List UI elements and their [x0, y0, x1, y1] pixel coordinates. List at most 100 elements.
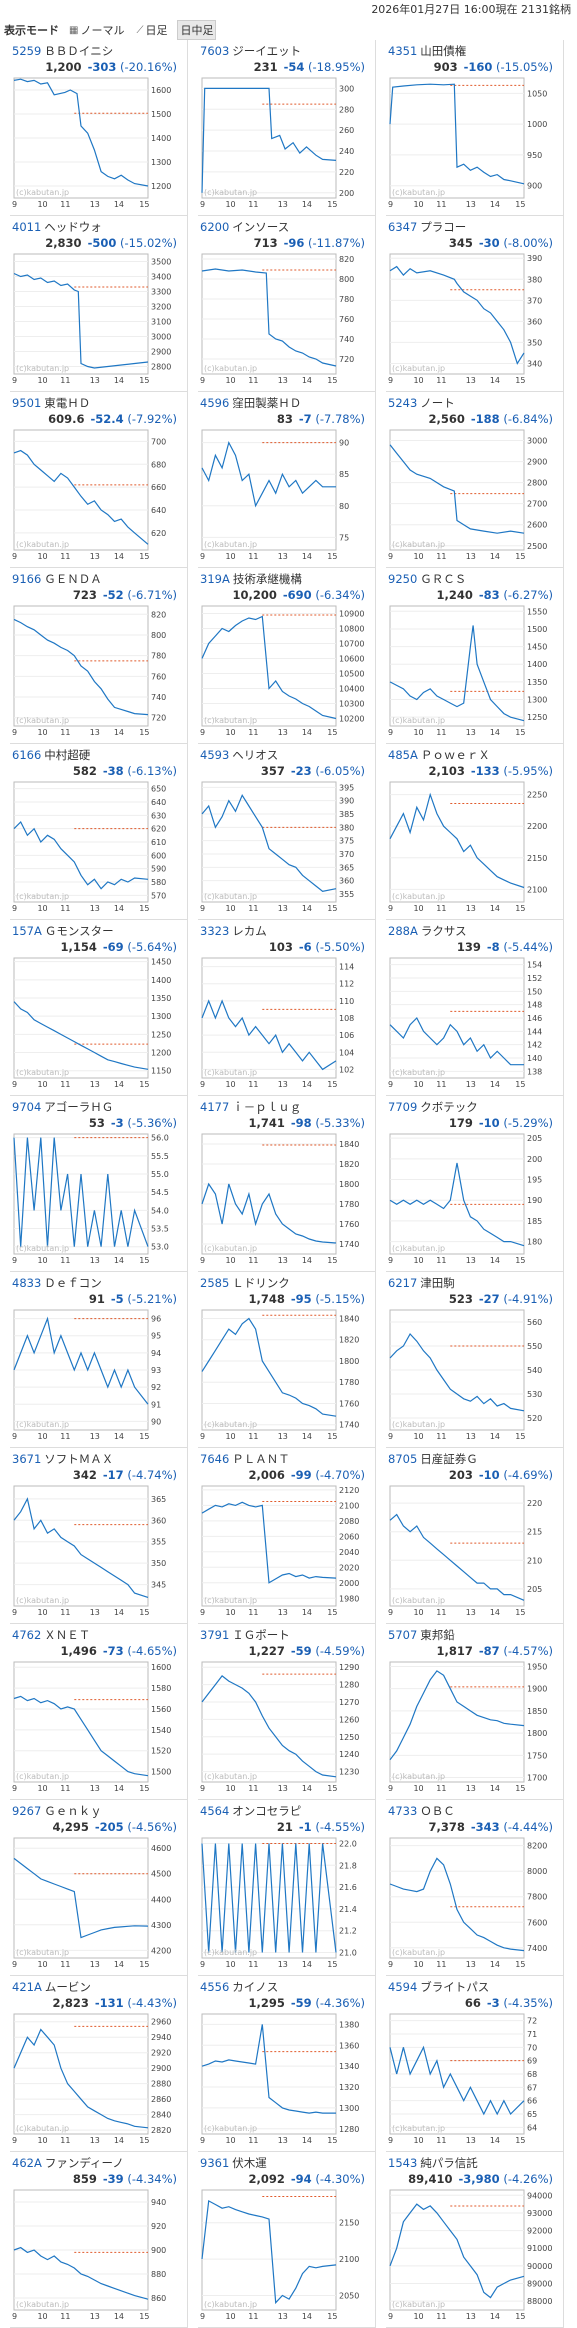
- stock-card[interactable]: 4011 ヘッドウォ 2,830 -500 (-15.02%) 3500 3400 3300…: [10, 216, 188, 392]
- stock-card[interactable]: 4833 Ｄｅｆコン 91 -5 (-5.21%) 96 95 94 93 92 91 90 9 10 1…: [10, 1272, 188, 1448]
- stock-card[interactable]: 4762 ＸＮＥＴ 1,496 -73 (-4.65%) 1600 1580 1560 154…: [10, 1624, 188, 1800]
- stock-name-link[interactable]: ｉ－ｐｌｕｇ: [232, 1100, 302, 1114]
- stock-code-link[interactable]: 4733: [388, 1804, 418, 1818]
- stock-card[interactable]: 157A Ｇモンスター 1,154 -69 (-5.64%) 1450 1400 1350 1…: [10, 920, 188, 1096]
- intraday-chart[interactable]: 2250 2200 2150 2100 9 10 11 13 14 15 (c)kabutan.jp: [386, 778, 564, 918]
- intraday-chart[interactable]: 395 390 385 380 375 370 365 360 355 9 10 11 13 14 15 (c…: [198, 778, 376, 918]
- intraday-chart[interactable]: 154 152 150 148 146 144 142 140 138 9 10 11 13 14 15 (c…: [386, 954, 564, 1094]
- stock-code-link[interactable]: 5707: [388, 1628, 418, 1642]
- stock-code-link[interactable]: 4762: [12, 1628, 42, 1642]
- mode-daily-button[interactable]: ⟋ 日足: [134, 21, 169, 39]
- stock-name-link[interactable]: ＯＢＣ: [420, 1804, 455, 1818]
- stock-name-link[interactable]: 東電ＨＤ: [44, 396, 91, 410]
- stock-name-link[interactable]: 山田債権: [420, 44, 467, 58]
- intraday-chart[interactable]: 820 800 780 760 740 720 9 10 11 13 14 15 (c)kabutan.…: [10, 602, 188, 742]
- stock-card[interactable]: 5707 東邦鉛 1,817 -87 (-4.57%) 1950 1900 1850 1800…: [386, 1624, 564, 1800]
- intraday-chart[interactable]: 1950 1900 1850 1800 1750 1700 9 10 11 13 14 15 (c)ka…: [386, 1658, 564, 1798]
- stock-code-link[interactable]: 157A: [12, 924, 42, 938]
- stock-name-link[interactable]: オンコセラピ: [232, 1804, 302, 1818]
- stock-card[interactable]: 4564 オンコセラピ 21 -1 (-4.55%) 22.0 21.8 21.6 21.4 2…: [198, 1800, 376, 1976]
- stock-name-link[interactable]: ＢＢＤイニシ: [44, 44, 114, 58]
- stock-card[interactable]: 6217 津田駒 523 -27 (-4.91%) 560 550 540 530 520 9 10…: [386, 1272, 564, 1448]
- stock-code-link[interactable]: 6347: [388, 220, 418, 234]
- stock-card[interactable]: 6166 中村超硬 582 -38 (-6.13%) 650 640 630 620 610 60…: [10, 744, 188, 920]
- intraday-chart[interactable]: 2150 2100 2050 9 10 11 13 14 15 (c)kabutan.jp: [198, 2186, 376, 2326]
- intraday-chart[interactable]: 1600 1500 1400 1300 1200 9 10 11 13 14 15 (c)kabuta…: [10, 74, 188, 214]
- stock-card[interactable]: 9267 Ｇｅｎｋｙ 4,295 -205 (-4.56%) 4600 4500 4400 4…: [10, 1800, 188, 1976]
- stock-name-link[interactable]: 伏木運: [232, 2156, 267, 2170]
- intraday-chart[interactable]: 2960 2940 2920 2900 2880 2860 2840 2820 9 10 11 13 1…: [10, 2010, 188, 2150]
- stock-code-link[interactable]: 5243: [388, 396, 418, 410]
- intraday-chart[interactable]: 820 800 780 760 740 720 9 10 11 13 14 15 (c)kabutan.…: [198, 250, 376, 390]
- stock-name-link[interactable]: ファンディーノ: [44, 2156, 124, 2170]
- intraday-chart[interactable]: 1840 1820 1800 1780 1760 1740 9 10 11 13 14 15 (c)ka…: [198, 1130, 376, 1270]
- intraday-chart[interactable]: 1550 1500 1450 1400 1350 1300 1250 9 10 11 13 14 15 (…: [386, 602, 564, 742]
- stock-card[interactable]: 5259 ＢＢＤイニシ 1,200 -303 (-20.16%) 1600 1500 140…: [10, 40, 188, 216]
- stock-name-link[interactable]: Ｇｅｎｋｙ: [44, 1804, 102, 1818]
- stock-code-link[interactable]: 6200: [200, 220, 230, 234]
- intraday-chart[interactable]: 3000 2900 2800 2700 2600 2500 9 10 11 13 14 15 (c)ka…: [386, 426, 564, 566]
- stock-card[interactable]: 4593 ヘリオス 357 -23 (-6.05%) 395 390 385 380 375 37…: [198, 744, 376, 920]
- stock-card[interactable]: 288A ラクサス 139 -8 (-5.44%) 154 152 150 148 146 144…: [386, 920, 564, 1096]
- stock-code-link[interactable]: 4011: [12, 220, 42, 234]
- stock-name-link[interactable]: ＧＥＮＤＡ: [44, 572, 102, 586]
- mode-normal-button[interactable]: ▦ ノーマル: [67, 21, 126, 39]
- stock-code-link[interactable]: 5259: [12, 44, 42, 58]
- stock-name-link[interactable]: 日産証券Ｇ: [420, 1452, 478, 1466]
- intraday-chart[interactable]: 72 71 70 69 68 67 66 65 64 9 10 11 13 14 15 (c)kabutan.…: [386, 2010, 564, 2150]
- intraday-chart[interactable]: 90 85 80 75 9 10 11 13 14 15 (c)kabutan.jp: [198, 426, 376, 566]
- stock-name-link[interactable]: ＩＧポート: [232, 1628, 290, 1642]
- stock-card[interactable]: 319A 技術承継機構 10,200 -690 (-6.34%) 10900 10800 1…: [198, 568, 376, 744]
- intraday-chart[interactable]: 560 550 540 530 520 9 10 11 13 14 15 (c)kabutan.jp: [386, 1306, 564, 1446]
- stock-name-link[interactable]: 窪田製薬ＨＤ: [232, 396, 302, 410]
- stock-card[interactable]: 7646 ＰＬＡＮＴ 2,006 -99 (-4.70%) 2120 2100 2080 20…: [198, 1448, 376, 1624]
- intraday-chart[interactable]: 365 360 355 350 345 9 10 11 13 14 15 (c)kabutan.jp: [10, 1482, 188, 1622]
- stock-name-link[interactable]: ムービン: [44, 1980, 91, 1994]
- stock-code-link[interactable]: 6166: [12, 748, 42, 762]
- stock-card[interactable]: 6347 プラコー 345 -30 (-8.00%) 390 380 370 360 350 34…: [386, 216, 564, 392]
- stock-card[interactable]: 8705 日産証券Ｇ 203 -10 (-4.69%) 220 215 210 205 9 10 1…: [386, 1448, 564, 1624]
- stock-name-link[interactable]: ＰｏｗｅｒＸ: [420, 748, 490, 762]
- stock-card[interactable]: 462A ファンディーノ 859 -39 (-4.34%) 940 920 900 880 86…: [10, 2152, 188, 2328]
- stock-code-link[interactable]: 4177: [200, 1100, 230, 1114]
- stock-card[interactable]: 9704 アゴーラＨＧ 53 -3 (-5.36%) 56.0 55.5 55.0 54.5 5…: [10, 1096, 188, 1272]
- stock-card[interactable]: 9501 東電ＨＤ 609.6 -52.4 (-7.92%) 700 680 660 640 6…: [10, 392, 188, 568]
- mode-intraday-button[interactable]: 日中足: [177, 20, 217, 40]
- intraday-chart[interactable]: 700 680 660 640 620 9 10 11 13 14 15 (c)kabutan.jp: [10, 426, 188, 566]
- stock-code-link[interactable]: 7709: [388, 1100, 418, 1114]
- stock-code-link[interactable]: 4594: [388, 1980, 418, 1994]
- stock-code-link[interactable]: 4833: [12, 1276, 42, 1290]
- stock-code-link[interactable]: 485A: [388, 748, 418, 762]
- stock-name-link[interactable]: ＰＬＡＮＴ: [232, 1452, 290, 1466]
- stock-code-link[interactable]: 4556: [200, 1980, 230, 1994]
- intraday-chart[interactable]: 1290 1280 1270 1260 1250 1240 1230 9 10 11 13 14 15 (…: [198, 1658, 376, 1798]
- intraday-chart[interactable]: 4600 4500 4400 4300 4200 9 10 11 13 14 15 (c)kabuta…: [10, 1834, 188, 1974]
- stock-code-link[interactable]: 2585: [200, 1276, 230, 1290]
- intraday-chart[interactable]: 56.0 55.5 55.0 54.5 54.0 53.5 53.0 9 10 11 13 14 15 (…: [10, 1130, 188, 1270]
- stock-card[interactable]: 9361 伏木運 2,092 -94 (-4.30%) 2150 2100 2050 9 10 1…: [198, 2152, 376, 2328]
- stock-card[interactable]: 7709 クボテック 179 -10 (-5.29%) 205 200 195 190 185 1…: [386, 1096, 564, 1272]
- stock-code-link[interactable]: 9361: [200, 2156, 230, 2170]
- stock-name-link[interactable]: プラコー: [420, 220, 467, 234]
- stock-card[interactable]: 4594 ブライトパス 66 -3 (-4.35%) 72 71 70 69 68 67 66 65 6…: [386, 1976, 564, 2152]
- stock-code-link[interactable]: 9166: [12, 572, 42, 586]
- stock-name-link[interactable]: Ｌドリンク: [232, 1276, 290, 1290]
- stock-name-link[interactable]: ヘッドウォ: [44, 220, 102, 234]
- intraday-chart[interactable]: 94000 93000 92000 91000 90000 89000 88000 9 10 11…: [386, 2186, 564, 2326]
- stock-code-link[interactable]: 319A: [200, 572, 230, 586]
- stock-card[interactable]: 4351 山田債権 903 -160 (-15.05%) 1050 1000 950 900 9…: [386, 40, 564, 216]
- intraday-chart[interactable]: 2120 2100 2080 2060 2040 2020 2000 1980 9 10 11 13 1…: [198, 1482, 376, 1622]
- stock-code-link[interactable]: 4564: [200, 1804, 230, 1818]
- intraday-chart[interactable]: 650 640 630 620 610 600 590 580 570 9 10 11 13 14 15 (c…: [10, 778, 188, 918]
- stock-card[interactable]: 1543 純パラ信託 89,410 -3,980 (-4.26%) 94000 93000…: [386, 2152, 564, 2328]
- stock-name-link[interactable]: 東邦鉛: [420, 1628, 455, 1642]
- stock-card[interactable]: 485A ＰｏｗｅｒＸ 2,103 -133 (-5.95%) 2250 2200 2150…: [386, 744, 564, 920]
- stock-code-link[interactable]: 9267: [12, 1804, 42, 1818]
- intraday-chart[interactable]: 3500 3400 3300 3200 3100 3000 2900 2800 9 10 11 13 1…: [10, 250, 188, 390]
- intraday-chart[interactable]: 22.0 21.8 21.6 21.4 21.2 21.0 9 10 11 13 14 15 (c)ka…: [198, 1834, 376, 1974]
- stock-name-link[interactable]: カイノス: [232, 1980, 279, 1994]
- stock-card[interactable]: 7603 ジーイエット 231 -54 (-18.95%) 300 280 260 240 22…: [198, 40, 376, 216]
- stock-code-link[interactable]: 1543: [388, 2156, 418, 2170]
- stock-code-link[interactable]: 6217: [388, 1276, 418, 1290]
